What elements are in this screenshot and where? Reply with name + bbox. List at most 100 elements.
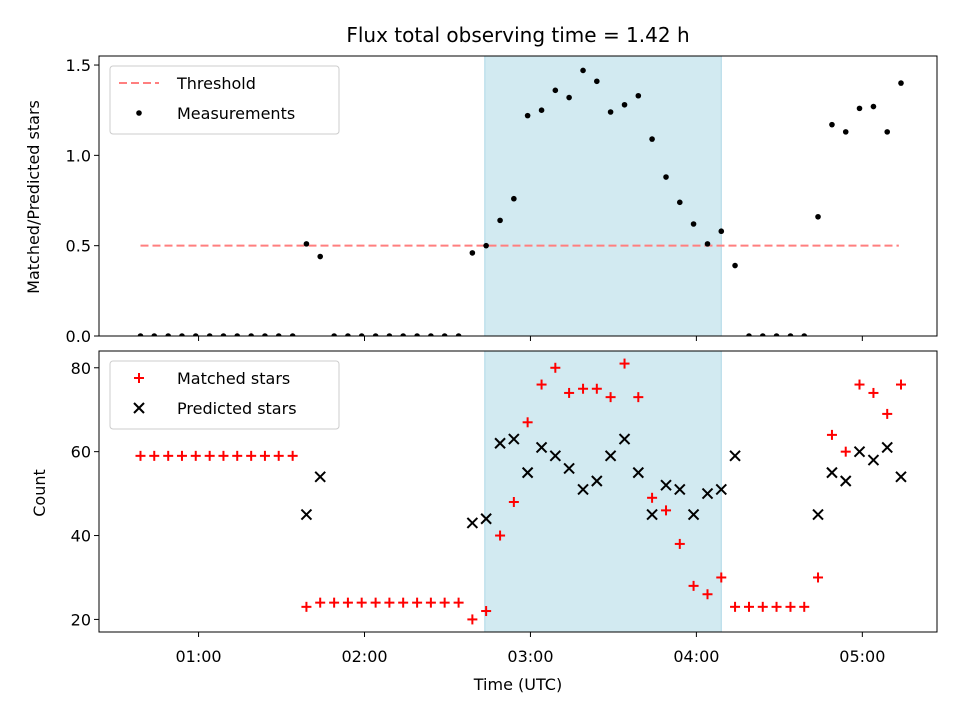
measurement-point xyxy=(607,109,614,115)
predicted-star-point xyxy=(867,454,880,466)
predicted-star-point xyxy=(604,450,617,462)
matched-star-point xyxy=(674,538,685,549)
matched-star-point xyxy=(757,601,768,612)
legend-measurement-swatch xyxy=(136,110,142,116)
predicted-star-point xyxy=(840,475,852,487)
measurement-point xyxy=(815,213,821,220)
axes-frame xyxy=(98,350,938,633)
measurement-point xyxy=(524,112,531,119)
predicted-star-point xyxy=(494,437,506,449)
legend-label: Measurements xyxy=(177,104,295,123)
matched-star-point xyxy=(840,446,851,457)
measurement-point xyxy=(746,333,752,336)
legend-box xyxy=(109,65,340,135)
axes-frame xyxy=(98,55,938,337)
y-tick-label: 1.5 xyxy=(66,56,91,75)
measurement-point xyxy=(580,67,586,74)
measurement-point xyxy=(552,87,559,94)
measurement-point xyxy=(732,262,738,269)
predicted-star-point xyxy=(826,466,838,479)
predicted-star-point xyxy=(660,479,672,491)
measurement-point xyxy=(345,333,351,336)
chart-title: Flux total observing time = 1.42 h xyxy=(346,23,689,47)
predicted-star-point xyxy=(812,508,824,521)
matched-star-point xyxy=(467,614,478,625)
measurement-point xyxy=(441,333,448,336)
matched-star-point xyxy=(702,589,713,600)
matched-star-point xyxy=(356,597,367,608)
legend-label: Matched stars xyxy=(177,369,290,388)
measurement-point xyxy=(289,333,296,336)
shaded-region xyxy=(484,55,722,337)
measurement-point xyxy=(898,80,904,86)
y-tick-label: 20 xyxy=(71,610,91,629)
measurement-point xyxy=(317,253,323,260)
measurement-point xyxy=(884,129,891,135)
matched-star-point xyxy=(176,450,187,461)
matched-star-point xyxy=(412,597,423,608)
measurement-point xyxy=(151,333,158,336)
y-tick-label: 1.0 xyxy=(66,146,91,165)
matched-star-point xyxy=(799,601,810,612)
measurement-point xyxy=(566,94,572,101)
measurement-point xyxy=(234,333,241,336)
matched-star-point xyxy=(508,496,519,507)
legend-matched-swatch xyxy=(134,373,144,383)
y-tick-label: 0.0 xyxy=(66,327,91,346)
matched-star-point xyxy=(301,601,312,612)
matched-star-point xyxy=(688,580,699,591)
measurement-point xyxy=(676,199,683,206)
measurement-point xyxy=(690,221,697,227)
predicted-star-point xyxy=(729,450,741,462)
matched-star-point xyxy=(716,572,727,583)
measurement-point xyxy=(538,107,545,113)
x-axis-label: Time (UTC) xyxy=(473,675,562,694)
matched-star-point xyxy=(813,572,824,583)
bottom-y-axis-label: Count xyxy=(30,469,49,517)
matched-star-point xyxy=(661,505,672,516)
predicted-star-point xyxy=(618,433,631,445)
predicted-star-point xyxy=(300,508,313,521)
predicted-star-point xyxy=(535,441,548,454)
measurement-point xyxy=(801,333,808,336)
measurement-point xyxy=(621,101,628,108)
matched-star-point xyxy=(619,358,630,369)
matched-star-point xyxy=(149,450,160,461)
measurement-point xyxy=(594,78,600,85)
plot-area xyxy=(135,358,907,625)
matched-star-point xyxy=(854,379,865,390)
matched-star-point xyxy=(785,601,796,612)
predicted-star-point xyxy=(646,508,658,521)
y-tick-label: 40 xyxy=(71,527,91,546)
predicted-star-point xyxy=(715,483,727,496)
matched-star-point xyxy=(273,450,284,461)
measurement-point xyxy=(497,217,503,224)
predicted-star-point xyxy=(853,445,866,458)
measurement-point xyxy=(262,333,268,336)
matched-star-point xyxy=(882,408,893,419)
matched-star-point xyxy=(591,383,602,394)
predicted-star-point xyxy=(895,471,907,483)
matched-star-point xyxy=(550,362,561,373)
measurement-point xyxy=(400,333,406,336)
measurement-point xyxy=(358,333,365,336)
measurement-point xyxy=(248,333,254,336)
measurement-point xyxy=(428,333,434,336)
matched-star-point xyxy=(370,597,381,608)
predicted-star-point xyxy=(577,483,589,496)
measurement-point xyxy=(455,333,462,336)
measurement-point xyxy=(856,105,863,112)
predicted-star-point xyxy=(563,462,575,475)
matched-star-point xyxy=(315,597,326,608)
top-panel: 0.0 0.5 1.0 1.5 Threshold Measurements xyxy=(66,55,938,346)
matched-star-point xyxy=(826,429,837,440)
matched-star-point xyxy=(163,450,174,461)
predicted-star-point xyxy=(549,450,562,462)
measurement-point xyxy=(870,103,877,110)
measurement-point xyxy=(165,333,171,336)
matched-star-point xyxy=(771,601,782,612)
matched-star-point xyxy=(398,597,409,608)
matched-star-point xyxy=(425,597,436,608)
x-tick-label: 03:00 xyxy=(507,647,553,666)
